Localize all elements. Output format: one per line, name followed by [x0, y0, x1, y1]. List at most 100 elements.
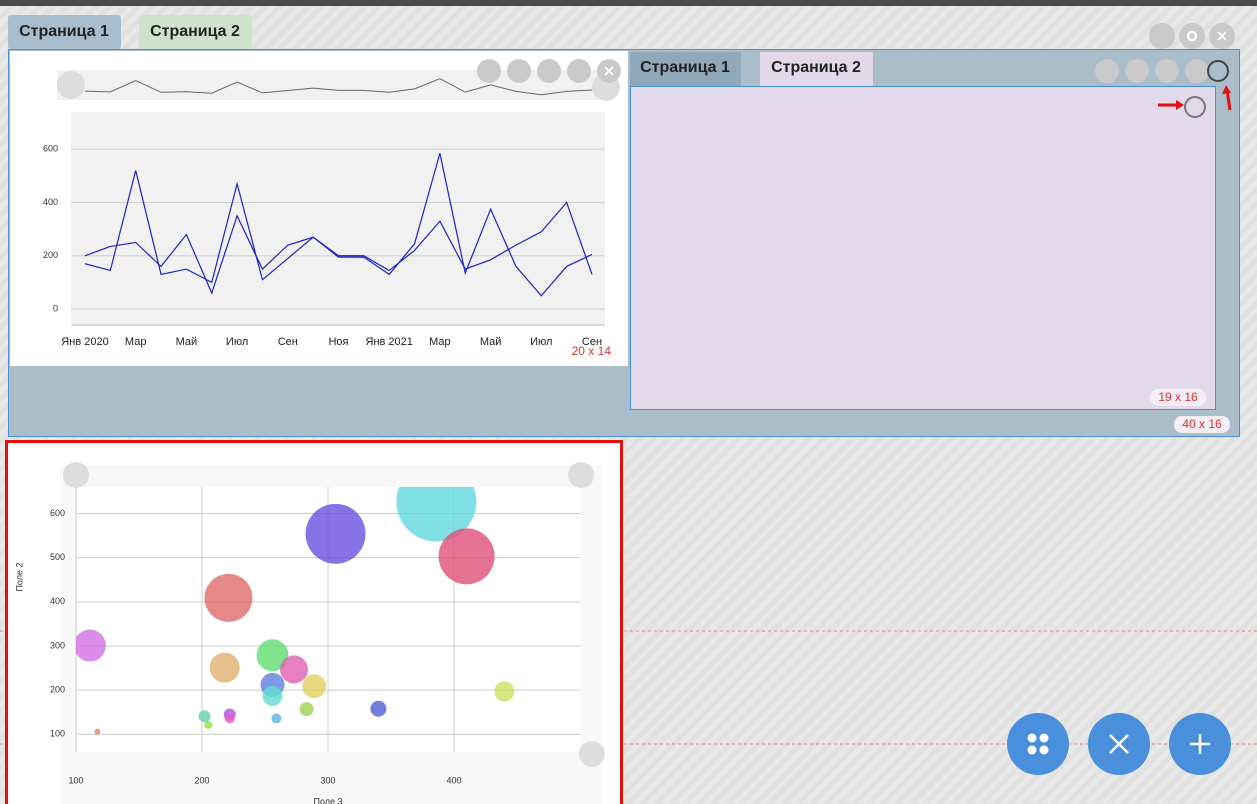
- y-tick-label: 200: [43, 250, 58, 260]
- x-tick-label: Ноя: [328, 336, 348, 348]
- x-tick-label: 400: [446, 775, 461, 785]
- y-tick-label: 500: [50, 552, 65, 562]
- y-tick-label: 400: [43, 197, 58, 207]
- x-tick-label: Сен: [278, 336, 298, 348]
- bubble: [271, 713, 282, 724]
- tab-label[interactable]: Страница 2: [150, 23, 240, 40]
- bubble: [204, 721, 213, 730]
- x-tick-label: Сен: [582, 336, 602, 348]
- bubble: [224, 713, 235, 724]
- bubble: [209, 652, 240, 683]
- handle[interactable]: [63, 462, 89, 488]
- layout-fab[interactable]: [1007, 713, 1069, 775]
- fab-icon: [1190, 734, 1210, 754]
- layout-button[interactable]: [1149, 23, 1175, 49]
- widget-toolbar: [477, 59, 621, 83]
- export-button[interactable]: [537, 59, 561, 83]
- size-label: 40 x 16: [1182, 417, 1222, 431]
- size-label: 19 x 16: [1158, 390, 1198, 404]
- x-tick-label: Мар: [429, 336, 451, 348]
- settings-button[interactable]: [567, 59, 591, 83]
- fab-icon: [1109, 734, 1129, 754]
- bubble: [370, 700, 387, 717]
- handle[interactable]: [579, 741, 605, 767]
- tab[interactable]: [8, 15, 121, 49]
- x-tick-label: Июл: [530, 336, 552, 348]
- x-tick-label: Май: [480, 336, 502, 348]
- fab-icon: [1039, 745, 1049, 755]
- y-tick-label: 600: [50, 508, 65, 518]
- x-axis-title: Поле 3: [313, 796, 342, 804]
- x-tick-label: 100: [68, 775, 83, 785]
- handle[interactable]: [1184, 96, 1206, 118]
- size-badge: [1174, 416, 1230, 433]
- y-axis-title: Поле 2: [14, 562, 24, 591]
- y-tick-label: 0: [53, 303, 58, 313]
- handle[interactable]: [57, 71, 85, 99]
- x-tick-label: 200: [194, 775, 209, 785]
- bubble: [94, 728, 101, 735]
- y-tick-label: 600: [43, 144, 58, 154]
- close-button[interactable]: [1185, 59, 1209, 83]
- arrow-head: [1176, 100, 1184, 110]
- inner-toolbar: [1095, 59, 1229, 83]
- navigator-line: [84, 78, 593, 96]
- line-series: [84, 201, 593, 295]
- settings-button[interactable]: [1155, 59, 1179, 83]
- tab[interactable]: [139, 15, 252, 49]
- line-chart: 0 200 400 600 Янв 2020 Мар Май Июл Сен Ноя Янв 202…: [43, 70, 620, 348]
- x-tick-label: Янв 2020: [61, 336, 108, 348]
- bubble: [76, 629, 106, 662]
- bubbles: [76, 487, 515, 735]
- x-tick-label: Мар: [125, 336, 147, 348]
- fab-icon: [1027, 745, 1037, 755]
- tab-label[interactable]: Страница 1: [640, 59, 730, 76]
- bubble: [256, 639, 289, 672]
- top-bar: [0, 0, 1257, 6]
- gear-icon: [1186, 30, 1198, 42]
- handle[interactable]: [1207, 60, 1229, 82]
- bubble: [204, 573, 253, 622]
- y-tick-label: 200: [50, 685, 65, 695]
- bubble: [262, 685, 283, 706]
- top-toolbar: [1149, 23, 1235, 49]
- x-tick-label: 300: [320, 775, 335, 785]
- close-icon: [1217, 31, 1227, 41]
- inner-panel: [630, 86, 1216, 410]
- bubble: [198, 710, 211, 723]
- line-series: [84, 153, 593, 297]
- bubble: [396, 487, 477, 542]
- fab-icon: [1027, 733, 1037, 743]
- x-tick-label: Май: [176, 336, 198, 348]
- tab[interactable]: [630, 52, 741, 86]
- bubble: [279, 655, 308, 684]
- move-up-button[interactable]: [1095, 59, 1119, 83]
- fab-group: [1007, 713, 1231, 775]
- size-label: 20 x 14: [572, 344, 612, 358]
- settings-button[interactable]: [1179, 23, 1205, 49]
- move-down-button[interactable]: [1125, 59, 1149, 83]
- fab-icon: [1039, 733, 1049, 743]
- tab-label[interactable]: Страница 2: [771, 59, 861, 76]
- y-tick-label: 100: [50, 729, 65, 739]
- y-tick-label: 300: [50, 640, 65, 650]
- bubble: [302, 674, 327, 699]
- bubble: [438, 528, 495, 585]
- move-up-button[interactable]: [477, 59, 501, 83]
- x-tick-label: Июл: [226, 336, 248, 348]
- tab[interactable]: [760, 52, 873, 86]
- close-icon: [604, 66, 614, 76]
- size-badge: [1150, 389, 1206, 406]
- handle[interactable]: [568, 462, 594, 488]
- bubble: [305, 503, 366, 564]
- tab-label[interactable]: Страница 1: [19, 23, 109, 40]
- x-tick-label: Янв 2021: [366, 336, 413, 348]
- bubble-chart: 100 200 300 400 500 600 100 200 300 400 Поле 3 Поле…: [14, 462, 605, 804]
- y-tick-label: 400: [50, 596, 65, 606]
- plot-area: [71, 112, 605, 325]
- arrow-head: [1222, 85, 1231, 94]
- move-down-button[interactable]: [507, 59, 531, 83]
- bubble: [494, 681, 515, 702]
